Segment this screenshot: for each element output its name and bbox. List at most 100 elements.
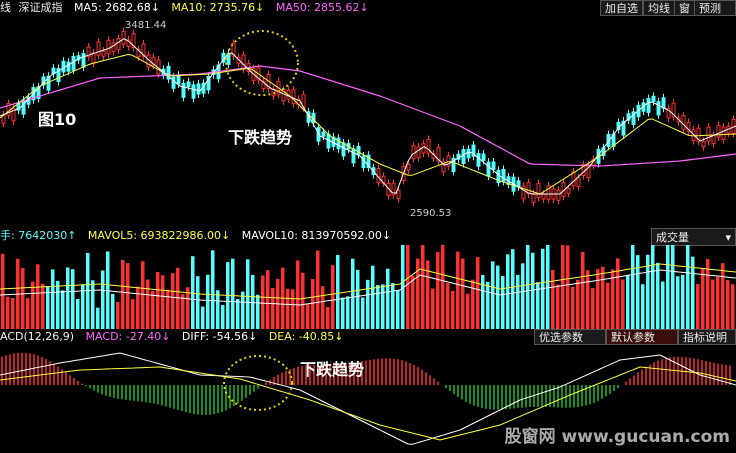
volume-bar <box>321 286 325 329</box>
volume-bar <box>211 250 215 329</box>
ma-button[interactable]: 均线 <box>643 0 675 16</box>
volume-bar <box>71 269 75 329</box>
volume-bar <box>726 280 730 329</box>
volume-bar <box>646 254 650 329</box>
macd-label: ACD(12,26,9) <box>0 330 75 343</box>
volume-bar <box>161 275 165 329</box>
candlestick <box>631 107 636 129</box>
candlestick <box>166 62 171 84</box>
volume-bar <box>381 284 385 329</box>
volume-bar <box>701 267 705 329</box>
candlestick <box>606 130 611 151</box>
downtrend-label: 下跌趋势 <box>228 128 293 147</box>
indicator-help-button[interactable]: 指标说明 <box>678 329 736 345</box>
candlestick <box>656 97 661 119</box>
volume-bar <box>416 258 420 329</box>
mavol5-value: MAVOL5: 693822986.00↓ <box>87 229 231 242</box>
volume-bar <box>441 245 445 329</box>
volume-bar <box>136 286 140 329</box>
volume-bar <box>81 284 85 329</box>
volume-bar <box>676 276 680 329</box>
volume-bar <box>146 279 150 329</box>
dea-line <box>0 366 736 441</box>
candlestick <box>96 37 101 60</box>
candlestick <box>516 176 521 191</box>
default-params-button[interactable]: 默认参数 <box>606 329 678 345</box>
candlestick <box>101 47 106 61</box>
volume-bar <box>641 284 645 329</box>
volume-bar <box>111 293 115 329</box>
candlestick <box>41 72 46 89</box>
candlestick <box>436 143 441 166</box>
volume-bar <box>556 284 560 329</box>
candlestick <box>421 139 426 157</box>
candlestick <box>671 99 676 121</box>
add-watchlist-button[interactable]: 加自选 <box>600 0 643 16</box>
candlestick <box>461 145 466 168</box>
volume-bar <box>731 284 735 329</box>
ma5-value: MA5: 2682.68↓ <box>74 1 160 14</box>
volume-bar <box>251 274 255 329</box>
volume-bar <box>471 279 475 329</box>
volume-bar <box>461 258 465 329</box>
volume-bar <box>96 307 100 329</box>
volume-bar <box>196 276 200 329</box>
volume-bar <box>566 245 570 329</box>
volume-bar <box>636 255 640 329</box>
diff-line <box>0 352 736 445</box>
volume-bar <box>36 264 40 329</box>
ma10-value: MA10: 2735.76↓ <box>171 1 265 14</box>
indicator-dropdown-label: 成交量 <box>656 231 689 244</box>
candlestick <box>451 154 456 176</box>
candlestick <box>366 151 371 172</box>
candlestick <box>206 72 211 94</box>
candlestick <box>536 179 541 202</box>
volume-bar <box>191 256 195 329</box>
candlestick <box>466 145 471 162</box>
volume-bar <box>91 280 95 329</box>
volume-bar <box>31 281 35 329</box>
volume-bar <box>66 267 70 329</box>
volume-bar <box>76 299 80 329</box>
volume-bar <box>141 261 145 329</box>
volume-bar <box>181 294 185 329</box>
volume-bar <box>446 283 450 329</box>
volume-bar <box>536 282 540 329</box>
volume-bar <box>626 274 630 329</box>
volume-bar <box>521 263 525 329</box>
figure-label: 图10 <box>38 110 77 129</box>
optimal-params-button[interactable]: 优选参数 <box>534 329 606 345</box>
volume-bar <box>116 302 120 329</box>
candlestick <box>56 64 61 86</box>
volume-bar <box>621 279 625 329</box>
candlestick <box>426 135 431 158</box>
volume-bar <box>11 298 15 329</box>
candlestick <box>126 35 131 51</box>
volume-bar <box>351 258 355 329</box>
candlestick <box>1 111 6 128</box>
volume-bar <box>716 276 720 329</box>
volume-bar <box>491 261 495 329</box>
macd-chart <box>0 352 736 445</box>
volume-bar <box>431 288 435 329</box>
macd-header: ACD(12,26,9) MACD: -27.40↓ DIFF: -54.56↓… <box>0 329 736 345</box>
volume-bar <box>156 271 160 329</box>
volume-bar <box>236 298 240 329</box>
candlestick <box>666 104 671 122</box>
dropdown-arrow-icon: ▾ <box>725 231 731 244</box>
candlestick <box>471 141 476 161</box>
candlestick <box>241 51 246 74</box>
indicator-dropdown[interactable]: 成交量 ▾ <box>651 228 736 246</box>
window-button[interactable]: 窗 <box>674 0 695 16</box>
volume-bar <box>661 281 665 329</box>
volume-bar <box>41 283 45 329</box>
candlestick <box>261 77 266 93</box>
candlestick <box>496 166 501 187</box>
candlestick <box>116 34 121 54</box>
volume-bar <box>221 305 225 329</box>
forecast-button[interactable]: 预测 <box>694 0 736 16</box>
volume-hand: 手: 7642030↑ <box>0 229 77 242</box>
volume-bar <box>551 270 555 329</box>
volume-bar <box>651 245 655 329</box>
volume-bar <box>206 274 210 329</box>
